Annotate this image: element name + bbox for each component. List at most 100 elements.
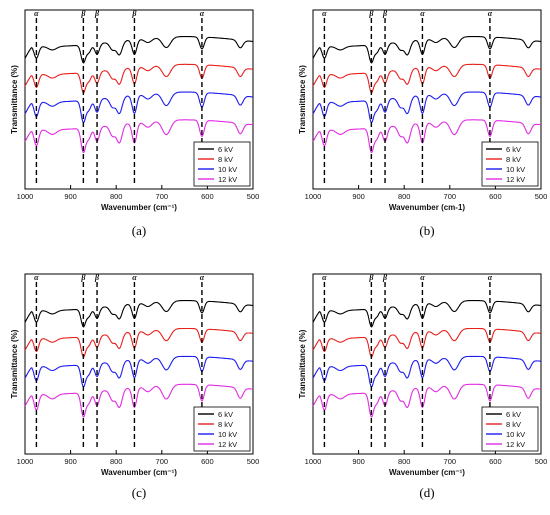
series-line-10kv <box>312 91 542 124</box>
x-tick-label: 900 <box>352 457 365 466</box>
series-line-12kv <box>312 119 541 154</box>
legend-label: 6 kV <box>218 410 233 419</box>
plot-frame <box>312 273 542 455</box>
phase-marker-label: β <box>131 9 137 18</box>
x-tick-label: 800 <box>110 457 123 466</box>
series-line-12kv <box>24 119 253 154</box>
x-tick-label: 500 <box>535 192 548 201</box>
x-tick-label: 1000 <box>17 457 34 466</box>
x-axis-title: Wavenumber (cm⁻¹) <box>389 468 465 477</box>
legend-label: 8 kV <box>218 155 233 164</box>
plot-frame <box>24 273 254 455</box>
series-line-8kv <box>312 327 542 358</box>
series-line-6kv <box>312 36 542 64</box>
x-tick-label: 1000 <box>305 457 322 466</box>
series-line-12kv <box>312 383 542 418</box>
x-tick-label: 700 <box>444 457 457 466</box>
legend-label: 12 kV <box>506 440 525 449</box>
x-tick-label: 700 <box>156 457 169 466</box>
legend-label: 12 kV <box>218 175 237 184</box>
x-tick-label: 1000 <box>17 192 34 201</box>
phase-marker-label: β <box>382 9 388 18</box>
phase-marker-label: β <box>80 9 86 18</box>
panel-caption: (d) <box>419 485 434 500</box>
phase-marker-label: α <box>488 273 493 282</box>
phase-marker-label: α <box>322 9 327 18</box>
series-line-10kv <box>312 355 542 388</box>
x-tick-label: 1000 <box>305 192 322 201</box>
panel-caption: (a) <box>132 223 146 238</box>
panel-a: 1000 900 800 700 600 500 Wavenumber (cm⁻¹) Tran… <box>10 9 259 238</box>
x-tick-label: 600 <box>201 457 214 466</box>
phase-marker-label: α <box>132 273 137 282</box>
phase-marker-label: α <box>200 9 205 18</box>
legend-label: 10 kV <box>218 165 237 174</box>
series-line-8kv <box>312 63 541 94</box>
x-tick-label: 900 <box>64 457 77 466</box>
phase-marker-label: α <box>420 273 425 282</box>
x-axis-title: Wavenumber (cm⁻¹) <box>101 468 177 477</box>
x-tick-label: 600 <box>489 457 502 466</box>
x-tick-label: 700 <box>444 192 457 201</box>
legend-label: 12 kV <box>506 175 525 184</box>
series-line-10kv <box>24 91 254 124</box>
legend-label: 10 kV <box>218 430 237 439</box>
phase-marker-label: α <box>322 273 327 282</box>
phase-marker-label: β <box>80 273 86 282</box>
panel-b: 1000 900 800 700 600 500 Wavenumber (cm-1) Tran… <box>298 9 547 238</box>
y-axis-title: Transmittance (%) <box>298 329 307 398</box>
series-line-8kv <box>24 63 253 94</box>
x-tick-label: 600 <box>201 192 214 201</box>
y-axis-title: Transmittance (%) <box>298 65 307 134</box>
legend-label: 6 kV <box>218 145 233 154</box>
x-tick-label: 600 <box>489 192 502 201</box>
phase-marker-label: α <box>488 9 493 18</box>
panel-caption: (c) <box>132 485 146 500</box>
series-line-6kv <box>312 300 542 328</box>
legend-label: 8 kV <box>506 155 521 164</box>
x-axis-title: Wavenumber (cm⁻¹) <box>101 203 177 212</box>
x-tick-label: 500 <box>247 192 260 201</box>
x-tick-label: 500 <box>247 457 260 466</box>
plot-frame <box>24 9 254 190</box>
phase-marker-label: β <box>94 273 100 282</box>
x-tick-label: 800 <box>398 457 411 466</box>
x-tick-label: 800 <box>398 192 411 201</box>
phase-marker-label: α <box>200 273 205 282</box>
legend-label: 6 kV <box>506 410 521 419</box>
legend-label: 8 kV <box>218 420 233 429</box>
x-tick-label: 800 <box>110 192 123 201</box>
panel-caption: (b) <box>419 223 434 238</box>
phase-marker-label: α <box>34 9 39 18</box>
legend-label: 10 kV <box>506 430 525 439</box>
legend-label: 10 kV <box>506 165 525 174</box>
phase-marker-label: β <box>94 9 100 18</box>
x-tick-label: 900 <box>352 192 365 201</box>
series-line-6kv <box>24 300 254 328</box>
legend-label: 8 kV <box>506 420 521 429</box>
y-axis-title: Transmittance (%) <box>10 65 19 134</box>
panel-c: 1000 900 800 700 600 500 Wavenumber (cm⁻¹) Tran… <box>10 273 259 500</box>
y-axis-title: Transmittance (%) <box>10 329 19 398</box>
phase-marker-label: β <box>368 9 374 18</box>
phase-marker-label: α <box>420 9 425 18</box>
legend-label: 6 kV <box>506 145 521 154</box>
phase-marker-label: β <box>368 273 374 282</box>
series-line-8kv <box>24 327 254 358</box>
x-tick-label: 900 <box>64 192 77 201</box>
plot-frame <box>312 9 542 190</box>
x-tick-label: 700 <box>156 192 169 201</box>
x-tick-label: 500 <box>535 457 548 466</box>
series-line-10kv <box>24 355 254 388</box>
panel-d: 1000 900 800 700 600 500 Wavenumber (cm⁻¹) Tran… <box>298 273 547 500</box>
series-line-12kv <box>24 383 254 418</box>
series-line-6kv <box>24 36 254 64</box>
phase-marker-label: α <box>34 273 39 282</box>
x-axis-title: Wavenumber (cm-1) <box>389 203 466 212</box>
legend-label: 12 kV <box>218 440 237 449</box>
